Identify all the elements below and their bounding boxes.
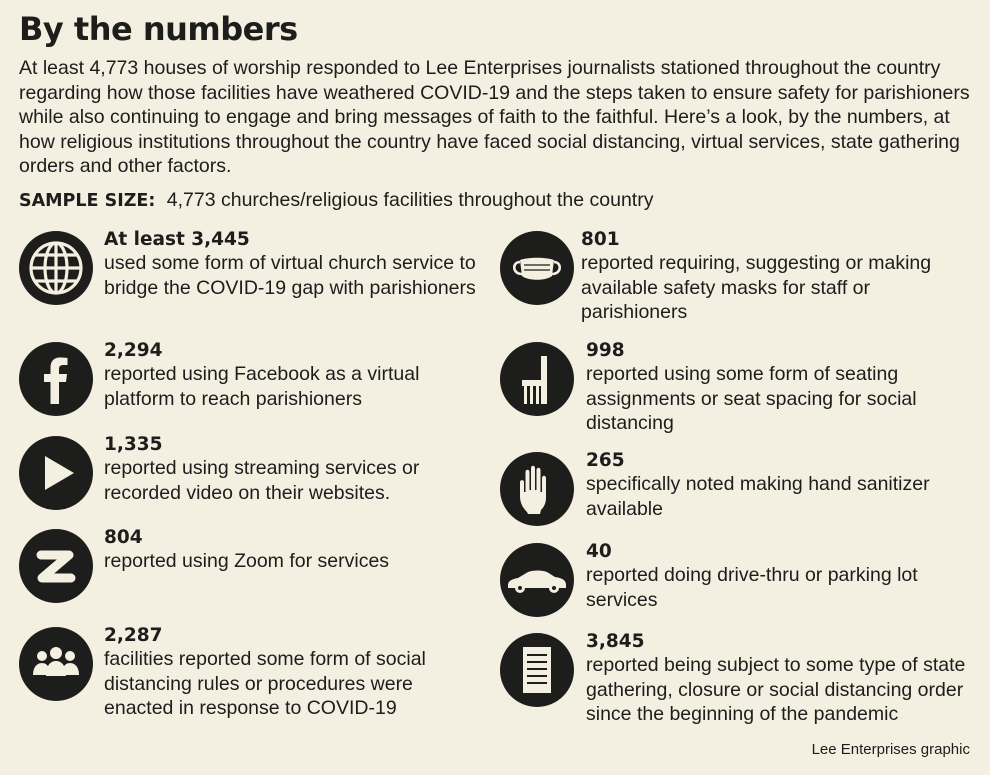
stat-number: At least 3,445 bbox=[104, 229, 250, 250]
stat-number: 801 bbox=[581, 229, 620, 250]
intro-paragraph: At least 4,773 houses of worship respond… bbox=[19, 57, 970, 178]
stat-number: 998 bbox=[586, 340, 625, 361]
play-icon bbox=[19, 436, 93, 510]
credit-line: Lee Enterprises graphic bbox=[811, 741, 970, 758]
stat-description: used some form of virtual church service… bbox=[104, 252, 476, 299]
stat-description: specifically noted making hand sanitizer… bbox=[586, 473, 930, 520]
stat-number: 804 bbox=[104, 527, 143, 548]
sample-size: SAMPLE SIZE: 4,773 churches/religious fa… bbox=[19, 189, 653, 212]
stat-description: facilities reported some form of social … bbox=[104, 648, 426, 719]
stat-number: 2,287 bbox=[104, 625, 163, 646]
chair-icon bbox=[500, 342, 574, 416]
stat-description: reported using some form of seating assi… bbox=[586, 363, 917, 434]
stat-number: 40 bbox=[586, 541, 612, 562]
stat-number: 2,294 bbox=[104, 340, 163, 361]
people-icon bbox=[19, 627, 93, 701]
stat-number: 1,335 bbox=[104, 434, 163, 455]
stat-description: reported being subject to some type of s… bbox=[586, 654, 966, 725]
stat-description: reported using Zoom for services bbox=[104, 550, 390, 572]
stat-description: reported using Facebook as a virtual pla… bbox=[104, 363, 420, 410]
car-icon bbox=[500, 543, 574, 617]
facebook-icon bbox=[19, 342, 93, 416]
hand-icon bbox=[500, 452, 574, 526]
document-icon bbox=[500, 633, 574, 707]
stat-description: reported requiring, suggesting or making… bbox=[581, 252, 932, 323]
sample-size-value: 4,773 churches/religious facilities thro… bbox=[166, 189, 654, 211]
stat-number: 265 bbox=[586, 450, 625, 471]
stat-description: reported doing drive-thru or parking lot… bbox=[586, 564, 918, 611]
globe-icon bbox=[19, 231, 93, 305]
page-title: By the numbers bbox=[19, 10, 298, 48]
stat-description: reported using streaming services or rec… bbox=[104, 457, 420, 504]
zoom-icon bbox=[19, 529, 93, 603]
sample-size-label: SAMPLE SIZE: bbox=[19, 191, 156, 211]
mask-icon bbox=[500, 231, 574, 305]
stat-number: 3,845 bbox=[586, 631, 645, 652]
